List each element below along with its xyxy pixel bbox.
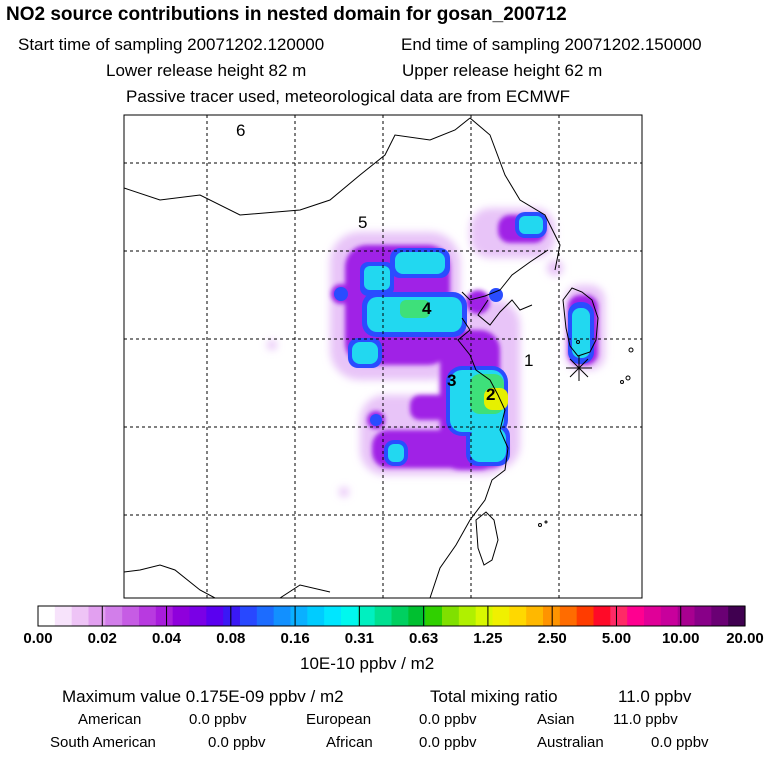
- contribution-value-asian: 11.0 ppbv: [613, 711, 678, 728]
- colorbar-bin: [728, 606, 746, 626]
- colorbar-bin: [509, 606, 527, 626]
- colorbar-bin: [559, 606, 578, 626]
- islands: [538, 340, 634, 527]
- colorbar-bin: [711, 606, 729, 626]
- colorbar-bin: [627, 606, 645, 626]
- colorbar-bin: [290, 606, 308, 626]
- receptor-star-icon: [566, 355, 592, 381]
- colorbar-bin: [357, 606, 376, 626]
- colorbar-bin: [391, 606, 409, 626]
- colorbar-tick-label: 0.31: [344, 630, 374, 647]
- region-label-3: 3: [447, 371, 457, 390]
- colorbar-bin: [172, 606, 191, 626]
- colorbar-bin: [54, 606, 73, 626]
- plot-frame: [123, 114, 643, 599]
- start-time-label: Start time of sampling 20071202.120000: [18, 35, 325, 54]
- colorbar-bin: [610, 606, 628, 626]
- colorbar-tick-label: 2.50: [537, 630, 567, 647]
- contribution-value-african: 0.0 ppbv: [419, 734, 477, 751]
- colorbar-bin: [206, 606, 224, 626]
- colorbar-tick-label: 1.25: [473, 630, 503, 647]
- region-label-5: 5: [358, 213, 368, 232]
- colorbar-bin: [576, 606, 595, 626]
- region-label-2: 2: [486, 385, 496, 404]
- max-value-label: Maximum value 0.175E-09 ppbv / m2: [62, 687, 344, 706]
- total-mixing-value: 11.0 ppbv: [618, 687, 692, 706]
- colorbar-tick-label: 0.00: [23, 630, 53, 647]
- colorbar-bin: [189, 606, 207, 626]
- contribution-value-american: 0.0 ppbv: [189, 711, 247, 728]
- colorbar-bin: [694, 606, 712, 626]
- colorbar-bin: [256, 606, 275, 626]
- contribution-value-south-american: 0.0 ppbv: [208, 734, 266, 751]
- upper-release-label: Upper release height 62 m: [402, 61, 603, 80]
- colorbar-bin: [307, 606, 325, 626]
- region-label-1: 1: [524, 351, 534, 370]
- colorbar-bin: [71, 606, 90, 626]
- colorbar-bin: [273, 606, 292, 626]
- coastlines: [124, 117, 599, 598]
- contribution-value-australian: 0.0 ppbv: [651, 734, 709, 751]
- colorbar-bin: [88, 606, 106, 626]
- region-label-4: 4: [422, 299, 432, 318]
- tracer-note: Passive tracer used, meteorological data…: [126, 87, 571, 106]
- contribution-region-european: European: [306, 711, 372, 728]
- colorbar-tick-label: 0.02: [87, 630, 117, 647]
- colorbar-tick-label: 20.00: [726, 630, 764, 647]
- total-mixing-label: Total mixing ratio: [430, 687, 558, 706]
- contribution-region-australian: Australian: [537, 734, 604, 751]
- contribution-region-south-american: South American: [50, 734, 156, 751]
- colorbar-bin: [105, 606, 123, 626]
- colorbar-dividers: [37, 605, 746, 627]
- colorbar-bin: [122, 606, 140, 626]
- colorbar-bin: [442, 606, 460, 626]
- colorbar-bin: [155, 606, 174, 626]
- colorbar-tick-label: 0.63: [409, 630, 439, 647]
- colorbar-bin: [492, 606, 510, 626]
- colorbar: [38, 606, 746, 626]
- lower-release-label: Lower release height 82 m: [106, 61, 307, 80]
- contribution-region-african: African: [326, 734, 373, 751]
- colorbar-bin: [38, 606, 56, 626]
- contribution-region-american: American: [78, 711, 142, 728]
- colorbar-bin: [644, 606, 662, 626]
- colorbar-bin: [223, 606, 241, 626]
- colorbar-frame: [37, 605, 746, 627]
- contribution-region-asian: Asian: [537, 711, 575, 728]
- colorbar-bin: [526, 606, 544, 626]
- colorbar-bin: [324, 606, 342, 626]
- colorbar-bin: [475, 606, 494, 626]
- colorbar-tick-label: 0.04: [151, 630, 182, 647]
- colorbar-bin: [593, 606, 611, 626]
- colorbar-bin: [677, 606, 696, 626]
- colorbar-tick-label: 0.16: [280, 630, 310, 647]
- colorbar-tick-label: 5.00: [601, 630, 632, 647]
- colorbar-tick-label: 10.00: [661, 630, 700, 647]
- contribution-value-european: 0.0 ppbv: [419, 711, 477, 728]
- graticule: [124, 115, 642, 598]
- chart-title: NO2 source contributions in nested domai…: [6, 4, 567, 25]
- colorbar-bin: [408, 606, 426, 626]
- colorbar-tick-label: 0.08: [216, 630, 246, 647]
- colorbar-bin: [660, 606, 679, 626]
- colorbar-bin: [425, 606, 443, 626]
- colorbar-unit-label: 10E-10 ppbv / m2: [300, 654, 435, 673]
- colorbar-bin: [374, 606, 393, 626]
- region-label-6: 6: [236, 121, 246, 140]
- colorbar-bin: [240, 606, 258, 626]
- colorbar-bin: [458, 606, 477, 626]
- colorbar-bin: [341, 606, 359, 626]
- end-time-label: End time of sampling 20071202.150000: [401, 35, 702, 54]
- colorbar-bin: [139, 606, 157, 626]
